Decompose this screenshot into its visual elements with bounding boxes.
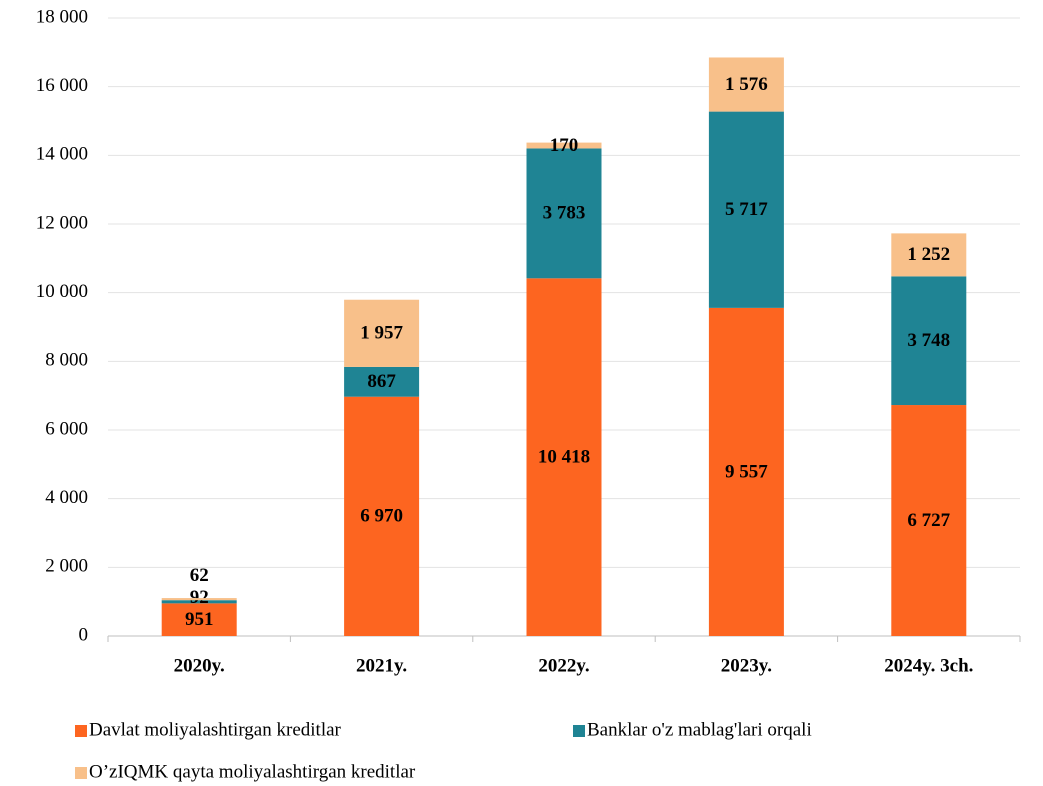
y-tick-label: 2 000 (45, 556, 88, 577)
y-tick-label: 6 000 (45, 418, 88, 439)
x-tick-label: 2022y. (538, 655, 589, 676)
data-label: 1 576 (725, 74, 768, 95)
data-label: 10 418 (538, 447, 590, 468)
bar-segment (161, 600, 237, 604)
bar-segment (526, 278, 602, 636)
x-tick-label: 2020y. (174, 655, 225, 676)
bar-segment (708, 111, 784, 308)
data-label: 1 252 (907, 244, 950, 265)
bar-segment (708, 57, 784, 112)
data-label: 951 (185, 609, 214, 630)
legend-label: Banklar o'z mablag'lari orqali (587, 719, 812, 740)
data-label: 867 (367, 371, 396, 392)
bar-segment (891, 276, 967, 406)
x-tick-label: 2021y. (356, 655, 407, 676)
data-label: 3 783 (543, 203, 586, 224)
legend-label: O’zIQMK qayta moliyalashtirgan kreditlar (89, 761, 416, 782)
legend-swatch (573, 725, 585, 737)
bar-segment (526, 142, 602, 149)
legend-swatch (75, 767, 87, 779)
y-tick-label: 14 000 (36, 144, 88, 165)
bar-segment (161, 603, 237, 636)
data-label: 3 748 (907, 330, 950, 351)
data-label: 62 (190, 565, 209, 586)
bar-segment (526, 148, 602, 279)
legend-swatch (75, 725, 87, 737)
y-tick-label: 18 000 (36, 6, 88, 27)
y-tick-label: 0 (79, 624, 89, 645)
bar-segment (344, 366, 420, 397)
data-label: 92 (190, 587, 209, 608)
data-label: 9 557 (725, 461, 768, 482)
data-label: 6 727 (907, 510, 950, 531)
y-tick-label: 16 000 (36, 75, 88, 96)
legend-label: Davlat moliyalashtirgan kreditlar (89, 719, 342, 740)
x-tick-label: 2023y. (721, 655, 772, 676)
bar-segment (344, 396, 420, 636)
x-tick-label: 2024y. 3ch. (884, 655, 973, 676)
bar-segment (891, 405, 967, 636)
y-tick-label: 4 000 (45, 487, 88, 508)
bar-segment (708, 307, 784, 636)
data-label: 1 957 (360, 323, 403, 344)
bar-segment (161, 598, 237, 601)
data-label: 170 (550, 135, 579, 156)
data-label: 6 970 (360, 506, 403, 527)
y-tick-label: 10 000 (36, 281, 88, 302)
bar-segment (891, 233, 967, 277)
y-tick-label: 8 000 (45, 350, 88, 371)
bar-segment (344, 299, 420, 367)
data-label: 5 717 (725, 199, 768, 220)
y-tick-label: 12 000 (36, 212, 88, 233)
